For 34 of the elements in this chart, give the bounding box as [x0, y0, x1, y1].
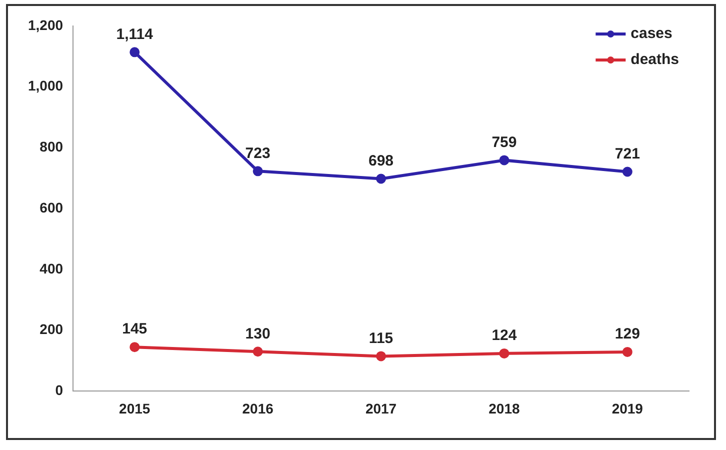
- y-tick-label: 800: [40, 138, 64, 155]
- y-tick-label: 600: [40, 199, 64, 216]
- point: [376, 351, 386, 362]
- data-label: 124: [492, 327, 518, 344]
- point: [376, 174, 386, 184]
- x-tick-label: 2019: [612, 400, 644, 416]
- point: [252, 346, 263, 357]
- x-tick-label: 2017: [365, 400, 397, 416]
- y-tick-label: 400: [40, 260, 64, 276]
- data-label: 130: [245, 325, 270, 342]
- data-label: 721: [614, 145, 640, 162]
- y-tick-label: 1,200: [28, 16, 64, 33]
- y-tick-label: 0: [55, 382, 64, 398]
- point: [499, 348, 510, 358]
- point: [252, 166, 263, 176]
- point: [622, 346, 632, 357]
- x-tick-label: 2018: [488, 400, 520, 416]
- data-label: 698: [368, 152, 394, 170]
- point: [130, 47, 140, 58]
- data-label: 145: [122, 320, 148, 338]
- data-label: 759: [492, 134, 517, 151]
- legend-label: cases: [630, 25, 672, 42]
- x-tick-label: 2016: [242, 400, 274, 416]
- y-tick-label: 200: [40, 321, 64, 338]
- point: [130, 342, 140, 352]
- legend-label: deaths: [630, 51, 680, 68]
- data-label: 723: [245, 144, 270, 162]
- point: [622, 166, 632, 177]
- y-tick-label: 1,000: [28, 78, 64, 94]
- point: [499, 155, 510, 166]
- data-label: 129: [614, 326, 640, 343]
- data-label: 1,114: [116, 26, 154, 43]
- x-tick-label: 2015: [119, 400, 150, 416]
- data-label: 115: [368, 330, 394, 347]
